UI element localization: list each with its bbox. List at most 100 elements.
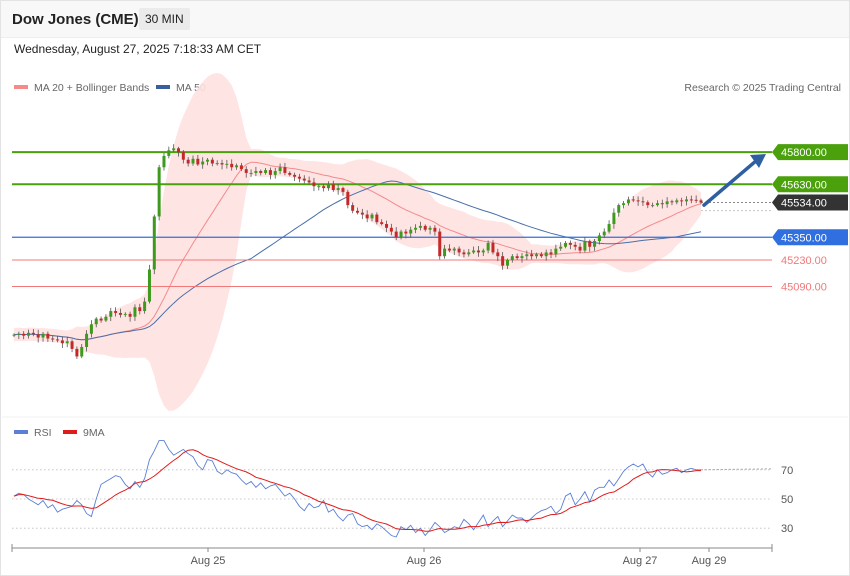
- rsi-grid: 70 50 30: [12, 465, 793, 535]
- candle: [138, 303, 142, 315]
- candle: [549, 249, 553, 259]
- candle: [27, 329, 31, 339]
- candle: [568, 240, 572, 250]
- candle: [206, 158, 210, 166]
- candle-body: [680, 200, 684, 202]
- candle: [85, 330, 89, 352]
- candle-body: [486, 242, 490, 251]
- candle-body: [12, 334, 16, 336]
- candle: [399, 229, 403, 240]
- candle-body: [651, 205, 655, 207]
- candle: [114, 307, 118, 317]
- candle: [36, 329, 40, 343]
- candle: [128, 311, 132, 322]
- candle: [539, 252, 543, 258]
- candle-body: [191, 158, 195, 164]
- candle: [573, 241, 577, 251]
- candle-body: [602, 231, 606, 236]
- candle: [404, 229, 408, 239]
- rsi-tick-label: 50: [781, 494, 793, 506]
- candle: [12, 333, 16, 338]
- candle: [665, 197, 669, 208]
- candle: [501, 252, 505, 270]
- candle: [491, 239, 495, 255]
- candle: [46, 331, 50, 342]
- candle-body: [162, 155, 166, 168]
- candle-body: [544, 252, 548, 257]
- candle-body: [288, 172, 292, 175]
- candle: [239, 162, 243, 172]
- candle-body: [675, 200, 679, 203]
- candle-body: [235, 165, 239, 168]
- candle-body: [138, 307, 142, 312]
- candle-body: [539, 254, 543, 257]
- rsi-legend: RSI 9MA: [14, 427, 105, 439]
- candle: [167, 146, 171, 159]
- candle-body: [46, 333, 50, 339]
- candle: [622, 200, 626, 209]
- arrow-shaft: [702, 158, 759, 207]
- current-price-tag: [772, 194, 848, 211]
- candle-body: [588, 241, 592, 247]
- candle-body: [423, 225, 427, 230]
- candle: [476, 245, 480, 257]
- candle: [307, 176, 311, 185]
- candle: [462, 249, 466, 258]
- candle: [244, 166, 248, 178]
- candle: [186, 157, 190, 167]
- candle: [341, 186, 345, 196]
- candle-body: [433, 227, 437, 232]
- candle-body: [462, 252, 466, 255]
- candles: [12, 144, 703, 359]
- candle-body: [99, 318, 103, 321]
- candle: [375, 212, 379, 225]
- candle-body: [176, 148, 180, 153]
- candle-body: [660, 203, 664, 205]
- candle: [351, 202, 355, 214]
- candle-body: [80, 347, 84, 357]
- resistance-1-label: 45630.00: [781, 179, 827, 191]
- candle: [215, 160, 219, 166]
- candle-body: [418, 225, 422, 228]
- title-bar: Dow Jones (CME) 30 MIN: [1, 1, 849, 38]
- candle-body: [317, 186, 321, 188]
- candle: [60, 336, 64, 348]
- candle: [51, 335, 55, 343]
- candle-body: [568, 242, 572, 245]
- candle: [593, 238, 597, 251]
- candle-body: [593, 241, 597, 247]
- candle-body: [268, 170, 272, 175]
- candle-body: [530, 254, 534, 257]
- rsi-ma-legend-swatch: [63, 430, 77, 434]
- candle: [220, 159, 224, 170]
- candle-body: [617, 205, 621, 213]
- candle: [515, 253, 519, 260]
- candle-body: [206, 159, 210, 162]
- candle-body: [186, 159, 190, 164]
- candle-body: [51, 338, 55, 340]
- candle: [152, 214, 156, 275]
- candle-body: [414, 227, 418, 230]
- candle-body: [114, 311, 118, 313]
- candle: [94, 317, 98, 328]
- timeframe-button[interactable]: 30 MIN: [139, 8, 190, 30]
- candle-body: [283, 167, 287, 173]
- candle-body: [22, 333, 26, 336]
- candle-body: [351, 205, 355, 211]
- candle: [530, 249, 534, 260]
- candle: [346, 189, 350, 209]
- candle: [56, 336, 60, 343]
- candle: [104, 314, 108, 323]
- candle: [273, 167, 277, 179]
- candle: [210, 157, 214, 167]
- candle: [312, 177, 316, 192]
- ma20-legend-label: MA 20 + Bollinger Bands: [34, 82, 149, 94]
- candle: [283, 162, 287, 176]
- candle: [176, 146, 180, 157]
- candle-body: [380, 222, 384, 225]
- candle: [438, 228, 442, 260]
- ma50-legend-swatch: [156, 85, 170, 89]
- rsi-legend-swatch: [14, 430, 28, 434]
- ma50-line: [13, 180, 702, 341]
